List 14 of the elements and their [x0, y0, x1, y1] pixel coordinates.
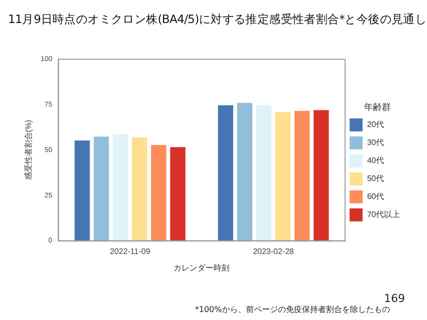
legend-title: 年齢群: [364, 102, 392, 112]
x-tick-label: 2022-11-09: [110, 246, 151, 256]
x-axis-title: カレンダー時刻: [174, 263, 230, 272]
chart-title: 11月9日時点のオミクロン株(BA4/5)に対する推定感受性者割合*と今後の見通し: [8, 12, 427, 27]
legend-label: 60代: [367, 192, 384, 202]
text: 169: [384, 292, 405, 305]
y-axis-title: 感受性者割合(%): [24, 119, 34, 180]
x-tick-label: 2023-02-28: [252, 246, 294, 256]
legend-label: 70代以上: [367, 210, 400, 220]
legend-label: 30代: [367, 138, 384, 148]
legend-label: 40代: [367, 156, 384, 166]
legend-label: 20代: [367, 120, 384, 130]
text: *100%から、前ページの免疫保持者割合を除したもの: [195, 304, 390, 315]
legend-label: 50代: [367, 174, 384, 184]
